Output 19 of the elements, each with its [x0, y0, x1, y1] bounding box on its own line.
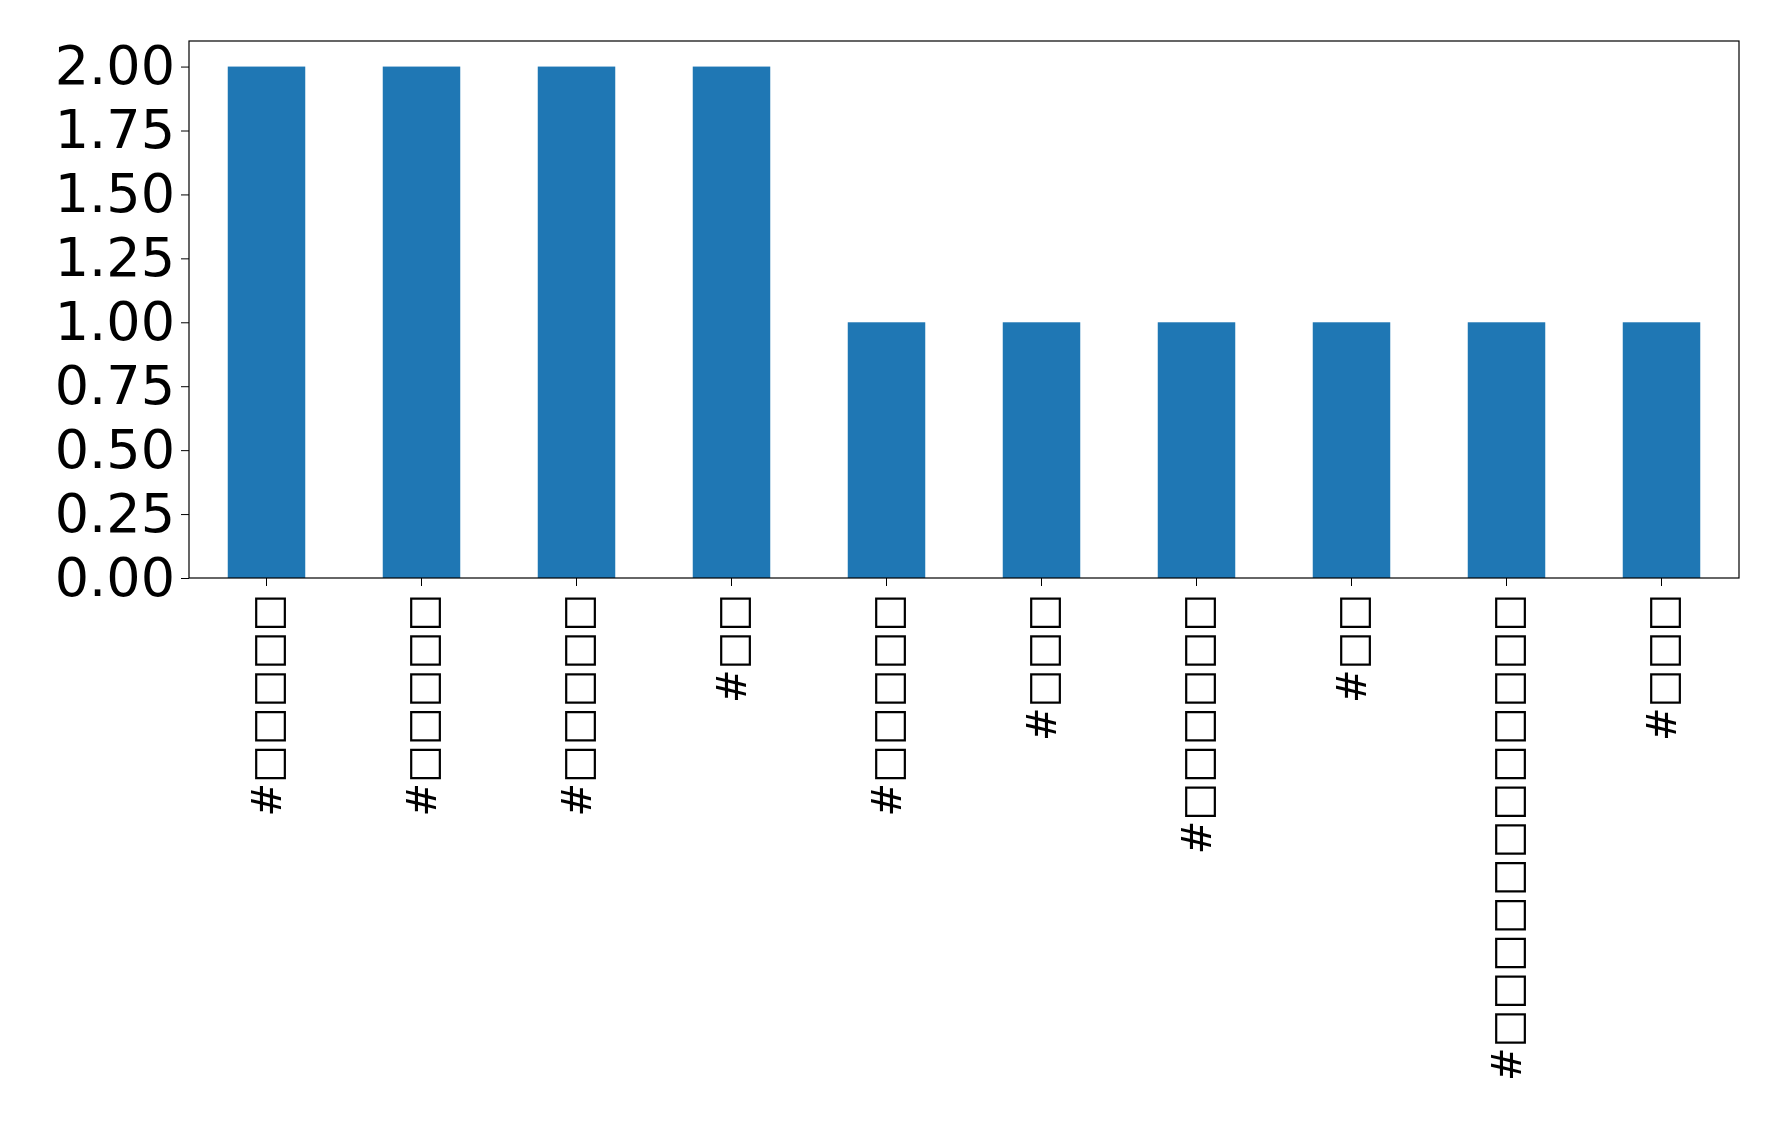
x-tick-label: #□□□	[1018, 594, 1065, 741]
x-tick-label: #□□□□□□	[1173, 594, 1220, 855]
x-tick-label: #□□□□□	[863, 594, 910, 817]
y-tick-label: 1.50	[54, 162, 175, 226]
x-tick-label: #□□□□□	[553, 594, 600, 817]
y-tick-label: 0.75	[54, 353, 175, 417]
y-tick-label: 0.00	[54, 545, 175, 609]
y-tick-label: 2.00	[54, 34, 175, 98]
y-tick-label: 1.25	[54, 226, 175, 290]
y-tick-label: 1.00	[54, 290, 175, 354]
x-tick-label: #□□□	[1638, 594, 1685, 741]
y-tick-label: 0.25	[54, 481, 175, 545]
x-tick-label: #□□	[1328, 594, 1375, 704]
y-tick-label: 0.50	[54, 417, 175, 481]
y-tick-label: 1.75	[54, 98, 175, 162]
x-tick-label: #□□□□□	[398, 594, 445, 817]
x-tick-label: #□□□□□	[243, 594, 290, 817]
x-tick-label: #□□□□□□□□□□□□	[1483, 594, 1530, 1082]
x-tick-label: #□□	[708, 594, 755, 704]
